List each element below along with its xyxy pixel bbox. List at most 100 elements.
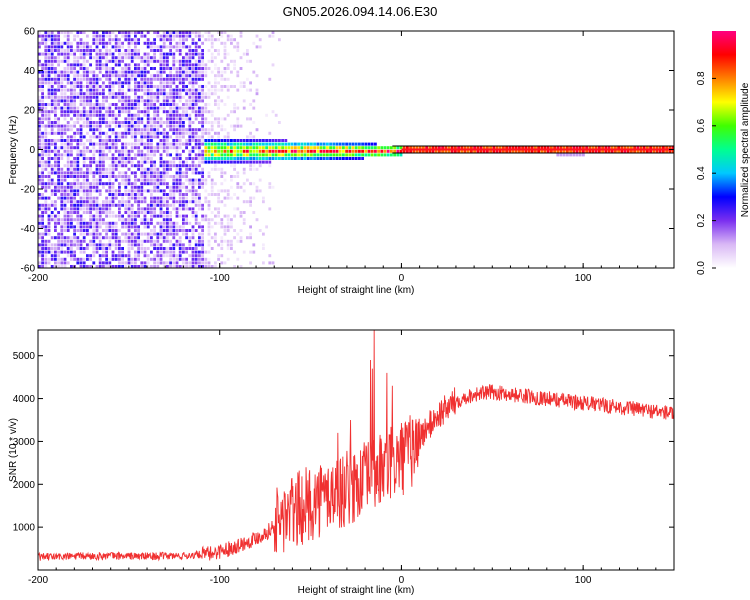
spectrogram-cell (92, 81, 96, 85)
spectrogram-cell (127, 81, 131, 85)
spectrogram-cell (54, 92, 57, 96)
spectrogram-cell (41, 110, 44, 114)
colorbar-tick-label: 0.0 (696, 261, 707, 275)
spectrogram-cell (194, 59, 198, 63)
spectrogram-cell (396, 149, 400, 153)
spectrogram-cell (335, 146, 339, 150)
spectrogram-cell (44, 167, 48, 171)
spectrogram-cell (47, 175, 51, 178)
spectrogram-cell (146, 103, 150, 106)
spectrogram-cell (50, 203, 54, 207)
spectrogram-cell (92, 203, 96, 207)
spectrogram-cell (118, 38, 121, 42)
spectrogram-cell (137, 85, 140, 88)
spectrogram-cell (130, 38, 134, 42)
spectrogram-cell (124, 160, 128, 164)
spectrogram-cell (73, 95, 76, 99)
spectrogram-cell (146, 239, 150, 243)
spectrogram-cell (175, 182, 179, 186)
spectrogram-cell (412, 146, 416, 150)
spectrogram-cell (201, 59, 204, 63)
spectrogram-cell (47, 196, 51, 200)
spectrogram-cell (236, 207, 240, 211)
spectrogram-cell (143, 214, 147, 218)
spectrogram-cell (124, 175, 128, 178)
spectrogram-cell (47, 164, 51, 168)
spectrogram-cell (86, 117, 89, 121)
spectrogram-cell (108, 149, 112, 153)
spectrogram-cell (204, 149, 208, 153)
spectrogram-cell (98, 85, 102, 88)
spectrogram-cell (134, 164, 137, 168)
spectrogram-cell (191, 171, 195, 175)
spectrogram-cell (102, 85, 105, 88)
spectrogram-cell (329, 153, 332, 157)
spectrogram-cell (239, 160, 243, 164)
spectrogram-cell (236, 70, 240, 74)
spectrogram-cell (79, 49, 83, 52)
spectrogram-cell (92, 239, 96, 243)
spectrogram-cell (226, 196, 230, 200)
spectrogram-cell (127, 131, 131, 135)
spectrogram-cell (111, 74, 115, 78)
spectrogram-cell (44, 229, 48, 232)
spectrogram-cell (188, 106, 192, 110)
spectrogram-cell (185, 261, 188, 265)
spectrogram-cell (146, 157, 150, 160)
spectrogram-cell (335, 157, 339, 160)
spectrogram-cell (98, 153, 102, 157)
spectrogram-cell (82, 113, 86, 117)
spectrogram-cell (242, 81, 246, 85)
spectrogram-cell (150, 171, 153, 175)
spectrogram-cell (44, 185, 48, 189)
spectrogram-cell (156, 189, 160, 193)
spectrogram-cell (50, 85, 54, 88)
spectrogram-cell (124, 52, 128, 56)
spectrogram-cell (54, 254, 57, 258)
spectrogram-cell (57, 167, 60, 171)
spectrogram-cell (79, 92, 83, 96)
spectrogram-cell (70, 171, 73, 175)
spectrogram-cell (207, 218, 211, 222)
spectrogram-cell (47, 63, 51, 67)
spectrogram-cell (38, 171, 41, 175)
spectrogram-cell (236, 149, 240, 153)
spectrogram-cell (114, 45, 118, 49)
spectrogram-cell (38, 218, 41, 222)
spectrogram-cell (127, 214, 131, 218)
spectrogram-cell (114, 38, 118, 42)
spectrogram-cell (47, 214, 51, 218)
spectrogram-cell (66, 63, 70, 67)
spectrogram-cell (345, 153, 348, 157)
spectrogram-cell (156, 88, 160, 92)
spectrogram-cell (156, 92, 160, 96)
spectrogram-cell (111, 221, 115, 225)
spectrogram-cell (140, 196, 144, 200)
spectrogram-cell (137, 178, 140, 182)
spectrogram-cell (284, 157, 288, 160)
spectrogram-cell (82, 185, 86, 189)
spectrogram-cell (47, 178, 51, 182)
spectrogram-cell (175, 257, 179, 261)
spectrogram-cell (178, 175, 182, 178)
spectrogram-cell (390, 149, 393, 153)
spectrogram-cell (175, 221, 179, 225)
spectrogram-cell (239, 34, 243, 38)
spectrogram-cell (217, 131, 220, 135)
spectrogram-cell (169, 196, 172, 200)
spectrogram-cell (146, 257, 150, 261)
spectrogram-cell (217, 31, 220, 34)
spectrogram-cell (92, 214, 96, 218)
spectrogram-cell (313, 149, 316, 153)
spectrogram-cell (476, 149, 480, 153)
spectrogram-cell (73, 207, 76, 211)
spectrogram-cell (76, 157, 80, 160)
spectrogram-cell (271, 31, 275, 34)
spectrogram-cell (172, 247, 176, 250)
spectrogram-cell (108, 225, 112, 229)
spectrogram-cell (239, 81, 243, 85)
spectrogram-cell (146, 81, 150, 85)
spectrogram-cell (140, 171, 144, 175)
spectrogram-cell (242, 221, 246, 225)
spectrogram-cell (185, 63, 188, 67)
